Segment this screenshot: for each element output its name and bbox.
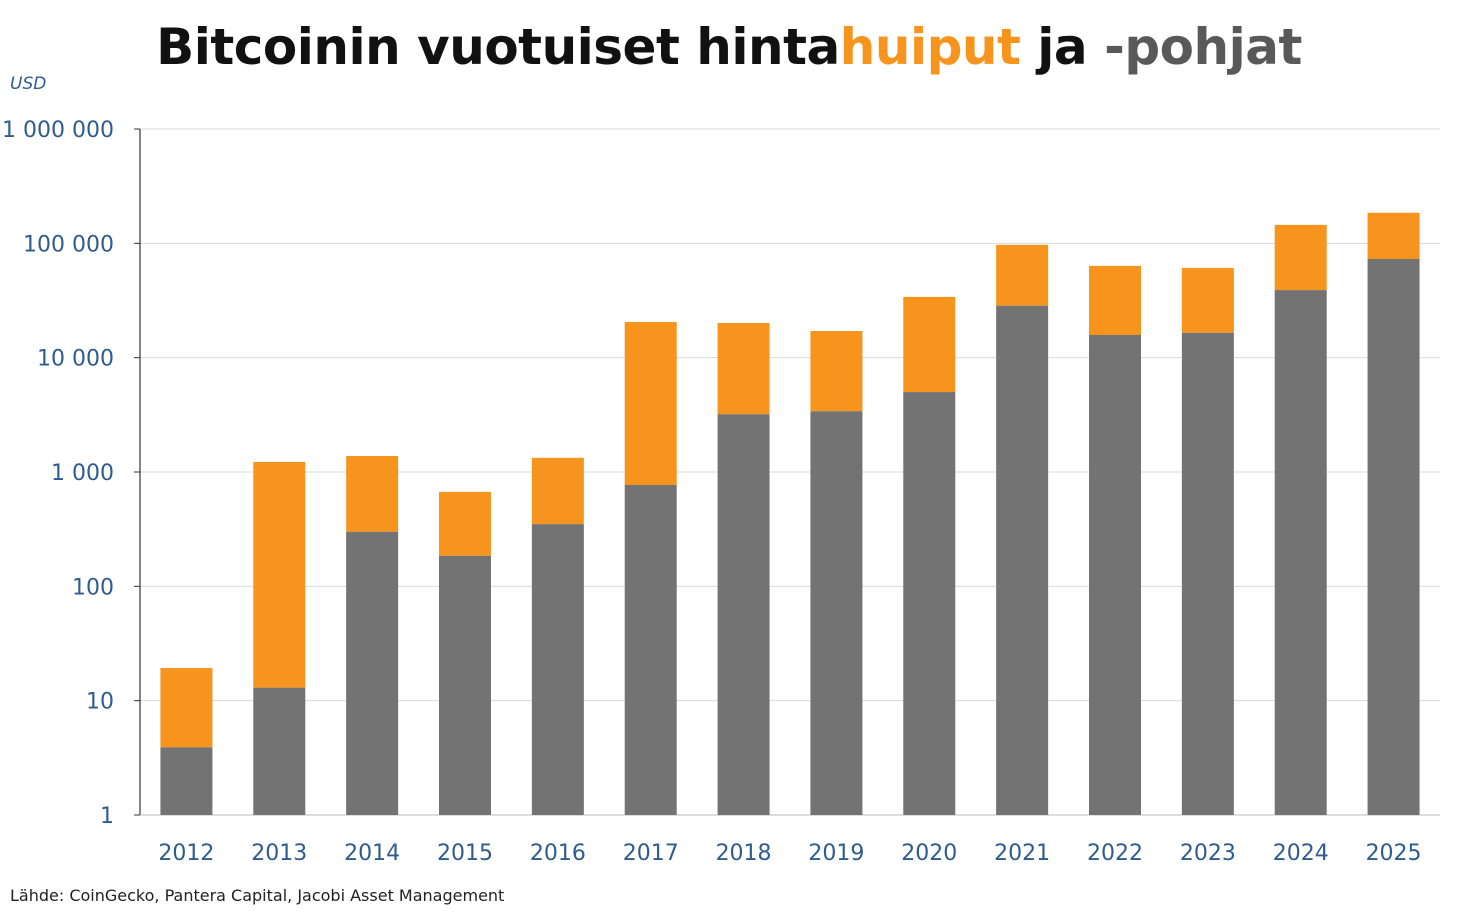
bar-high-2024 — [1274, 224, 1327, 291]
bar-low-2017 — [624, 484, 677, 815]
title-part: Bitcoinin vuotuiset hinta — [156, 18, 840, 76]
bar-low-2021 — [996, 305, 1049, 815]
y-tick-label: 100 000 — [23, 232, 114, 257]
y-tick-label: 1 — [100, 804, 114, 829]
x-tick-label: 2019 — [808, 841, 864, 866]
bar-low-2020 — [903, 392, 956, 815]
y-axis-unit: USD — [10, 74, 47, 94]
bar-low-2014 — [346, 531, 399, 815]
bar-low-2012 — [160, 747, 213, 815]
x-tick-label: 2023 — [1180, 841, 1236, 866]
x-tick-label: 2016 — [530, 841, 586, 866]
bar-low-2018 — [717, 414, 770, 815]
x-tick-label: 2025 — [1366, 841, 1422, 866]
y-tick-label: 100 — [72, 575, 114, 600]
bar-high-2017 — [624, 322, 677, 485]
bar-high-2020 — [903, 296, 956, 393]
bar-low-2015 — [439, 555, 491, 815]
y-tick-label: 10 000 — [37, 347, 114, 372]
bar-low-2013 — [253, 687, 306, 815]
bar-high-2021 — [996, 244, 1049, 306]
bar-high-2014 — [346, 456, 399, 532]
x-tick-label: 2012 — [158, 841, 214, 866]
x-tick-label: 2015 — [437, 841, 493, 866]
x-tick-label: 2024 — [1273, 841, 1329, 866]
x-tick-label: 2013 — [251, 841, 307, 866]
x-tick-label: 2020 — [901, 841, 957, 866]
bar-high-2015 — [439, 491, 491, 556]
title-highlight-huiput: huiput — [839, 18, 1021, 76]
bar-low-2025 — [1367, 258, 1420, 815]
bar-high-2013 — [253, 461, 306, 688]
bar-high-2012 — [160, 668, 213, 748]
y-tick-label: 10 — [86, 690, 114, 715]
y-tick-label: 1 000 — [51, 461, 114, 486]
bar-high-2022 — [1089, 265, 1141, 335]
title-part: ja — [1020, 18, 1105, 76]
bar-high-2018 — [717, 323, 770, 415]
x-tick-label: 2021 — [994, 841, 1050, 866]
bar-low-2023 — [1181, 332, 1234, 815]
y-tick-label: 1 000 000 — [2, 118, 114, 143]
title-highlight-pohjat: -pohjat — [1104, 18, 1302, 76]
bar-high-2016 — [531, 457, 584, 525]
bar-low-2024 — [1274, 290, 1327, 816]
x-tick-label: 2014 — [344, 841, 400, 866]
x-tick-label: 2017 — [623, 841, 679, 866]
source-note: Lähde: CoinGecko, Pantera Capital, Jacob… — [10, 886, 505, 905]
bar-low-2016 — [531, 524, 584, 815]
bar-high-2023 — [1181, 267, 1234, 333]
x-tick-label: 2018 — [716, 841, 772, 866]
x-tick-label: 2022 — [1087, 841, 1143, 866]
bar-low-2022 — [1089, 334, 1141, 815]
chart-title: Bitcoinin vuotuiset hintahuiput ja -pohj… — [0, 18, 1458, 76]
bar-low-2019 — [810, 411, 863, 815]
bar-high-2019 — [810, 331, 863, 412]
bar-high-2025 — [1367, 212, 1420, 259]
